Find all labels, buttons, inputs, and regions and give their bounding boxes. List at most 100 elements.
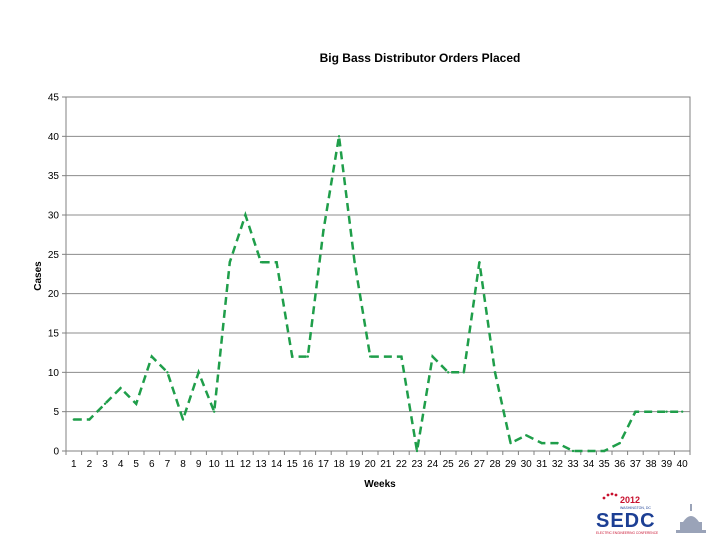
x-tick-label: 9 xyxy=(196,459,202,470)
data-point xyxy=(166,371,169,374)
x-tick-label: 37 xyxy=(630,459,642,470)
data-point xyxy=(72,418,76,421)
data-point xyxy=(462,371,465,374)
x-tick-label: 17 xyxy=(318,459,330,470)
data-point xyxy=(306,355,309,358)
y-tick-label: 20 xyxy=(48,289,60,300)
data-point xyxy=(197,371,200,374)
data-point xyxy=(681,410,684,413)
x-tick-label: 3 xyxy=(102,459,108,470)
y-axis-ticks: 0 5 10 15 20 25 30 35 40 45 xyxy=(48,93,66,458)
logo-city: WASHINGTON, DC xyxy=(620,506,651,510)
x-tick-label: 16 xyxy=(302,459,314,470)
series-line xyxy=(73,136,683,453)
data-point xyxy=(259,261,263,264)
line-chart: Big Bass Distributor Orders Placed 0 5 10 1… xyxy=(33,51,691,490)
data-point xyxy=(181,418,185,421)
data-point xyxy=(384,355,387,358)
y-tick-label: 5 xyxy=(53,407,59,418)
data-point xyxy=(353,261,356,264)
x-tick-label: 28 xyxy=(489,459,501,470)
sedc-logo: 2012 WASHINGTON, DC SEDC ELECTRIC ENGINE… xyxy=(596,492,706,535)
x-tick-label: 25 xyxy=(443,459,455,470)
data-point xyxy=(665,410,668,413)
x-tick-label: 11 xyxy=(225,459,236,470)
x-tick-label: 30 xyxy=(521,459,533,470)
data-point xyxy=(337,135,341,138)
capitol-icon xyxy=(676,504,706,533)
x-tick-label: 21 xyxy=(380,459,392,470)
data-point xyxy=(400,355,403,358)
x-tick-label: 13 xyxy=(255,459,267,470)
x-tick-label: 2 xyxy=(87,459,93,470)
x-tick-label: 36 xyxy=(614,459,626,470)
x-tick-label: 31 xyxy=(536,459,548,470)
x-tick-label: 24 xyxy=(427,459,439,470)
logo-year: 2012 xyxy=(620,495,640,505)
data-point xyxy=(275,261,278,264)
x-tick-label: 6 xyxy=(149,459,155,470)
data-point xyxy=(556,441,559,445)
logo-name: SEDC xyxy=(596,510,656,532)
x-tick-label: 34 xyxy=(583,459,595,470)
data-points xyxy=(72,135,684,453)
y-tick-label: 45 xyxy=(48,93,60,104)
data-point xyxy=(291,355,294,358)
data-point xyxy=(135,402,138,405)
data-point xyxy=(150,355,153,358)
x-tick-label: 12 xyxy=(240,459,252,470)
data-point xyxy=(478,261,481,264)
x-tick-label: 15 xyxy=(287,459,299,470)
data-point xyxy=(431,355,434,358)
chart-title: Big Bass Distributor Orders Placed xyxy=(320,51,521,65)
data-point xyxy=(228,261,231,264)
x-tick-label: 35 xyxy=(599,459,611,470)
x-tick-label: 27 xyxy=(474,459,486,470)
x-tick-label: 14 xyxy=(271,459,283,470)
data-point xyxy=(244,213,247,217)
y-tick-label: 25 xyxy=(48,250,60,261)
x-tick-label: 40 xyxy=(677,459,689,470)
data-point xyxy=(88,418,91,421)
data-point xyxy=(571,449,575,453)
y-axis-label: Cases xyxy=(33,261,44,291)
data-point xyxy=(119,386,122,390)
x-tick-label: 38 xyxy=(645,459,657,470)
x-tick-label: 23 xyxy=(411,459,423,470)
x-tick-label: 8 xyxy=(180,459,186,470)
y-tick-label: 30 xyxy=(48,211,60,222)
data-point xyxy=(493,371,497,374)
data-point xyxy=(618,441,621,445)
x-axis-ticks: 1 2 3 4 5 6 7 8 9 10 11 12 13 14 15 16 17 18 19 20 21 22 23 24 2… xyxy=(65,451,691,470)
x-tick-label: 18 xyxy=(333,459,345,470)
x-tick-label: 7 xyxy=(165,459,171,470)
x-tick-label: 4 xyxy=(118,459,124,470)
data-point xyxy=(103,402,107,405)
data-point xyxy=(649,410,653,413)
y-tick-label: 40 xyxy=(48,132,60,143)
x-axis-label: Weeks xyxy=(364,479,396,490)
data-point xyxy=(369,355,372,358)
data-point xyxy=(447,371,450,374)
plot-area xyxy=(65,96,691,452)
x-tick-label: 39 xyxy=(661,459,673,470)
x-tick-label: 26 xyxy=(458,459,470,470)
data-point xyxy=(415,449,419,453)
x-tick-label: 19 xyxy=(349,459,361,470)
x-tick-label: 32 xyxy=(552,459,564,470)
logo-subtitle: ELECTRIC ENGINEERING CONFERENCE xyxy=(596,531,658,535)
y-tick-label: 35 xyxy=(48,171,60,182)
grid-lines xyxy=(66,135,690,413)
data-point xyxy=(540,441,543,445)
x-tick-label: 22 xyxy=(396,459,408,470)
data-point xyxy=(634,410,637,413)
y-tick-label: 0 xyxy=(53,447,59,458)
data-point xyxy=(509,441,512,445)
data-point xyxy=(213,410,216,413)
x-tick-label: 20 xyxy=(365,459,377,470)
x-tick-label: 29 xyxy=(505,459,517,470)
y-tick-label: 15 xyxy=(48,329,60,340)
y-tick-label: 10 xyxy=(48,368,60,379)
data-point xyxy=(322,229,325,232)
x-tick-label: 1 xyxy=(71,459,77,470)
